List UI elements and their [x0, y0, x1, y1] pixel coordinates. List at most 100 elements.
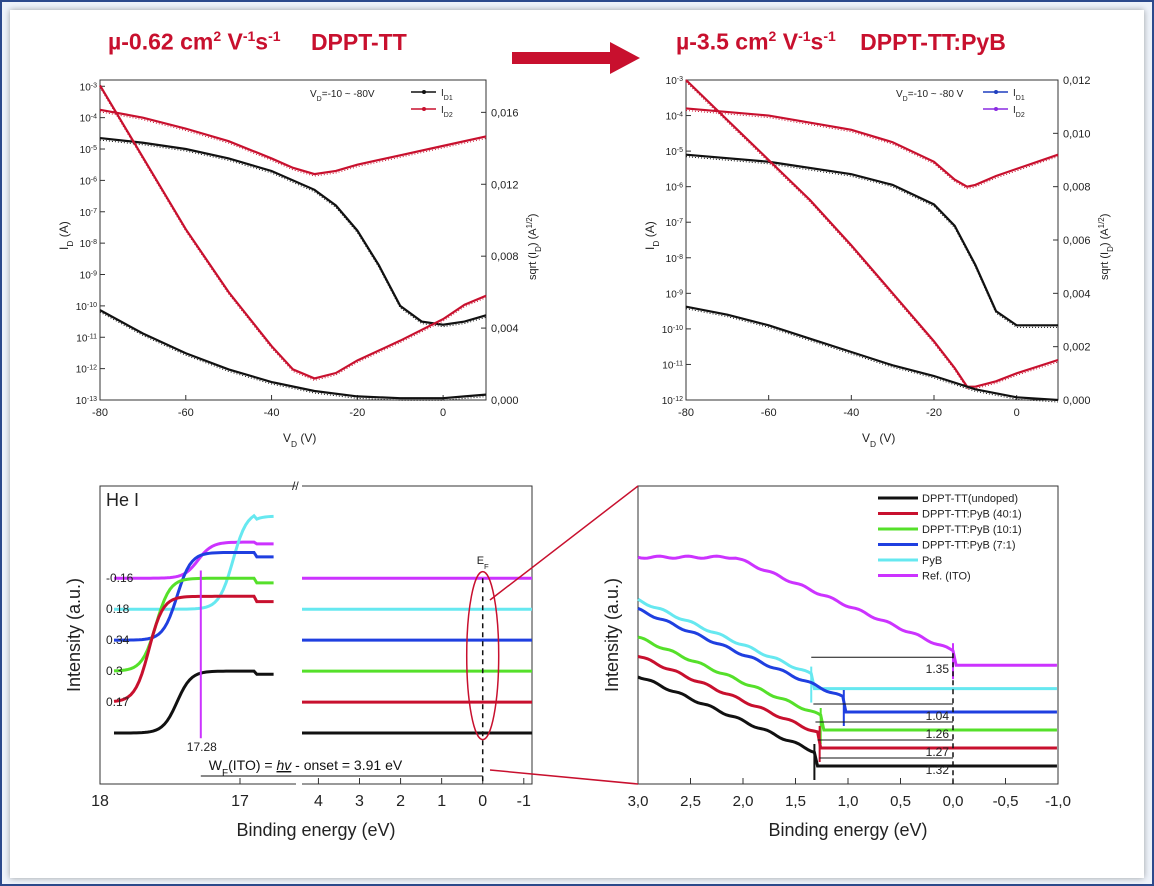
legend-label: ID1 — [1013, 88, 1025, 102]
series-line-hysteresis — [99, 311, 487, 401]
y-axis-label: Intensity (a.u.) — [602, 578, 622, 692]
y-tick-label: 10-3 — [666, 76, 683, 88]
y-tick-label: 10-9 — [666, 289, 683, 301]
left-material-label: DPPT-TT — [310, 28, 407, 55]
x-tick-label: 3,0 — [628, 793, 649, 810]
fermi-label: EF — [477, 555, 489, 571]
x-tick-label: -0,5 — [993, 793, 1019, 810]
legend-label: Ref. (ITO) — [922, 571, 971, 583]
ups-zoom-plot: 3,0 2,5 2,0 1,5 1,0 0,5 0,0 -0,5 -1,0 1.35 1.04 1.2… — [602, 485, 1071, 840]
onset-value: 1.35 — [926, 662, 950, 676]
cutoff-curve — [113, 550, 274, 642]
x-axis-label: VD (V) — [862, 431, 895, 449]
y-tick-label: 10-12 — [662, 396, 683, 408]
series-line — [685, 107, 1059, 188]
y2-tick-label: 0,000 — [491, 395, 519, 407]
legend-label: DPPT-TT(undoped) — [922, 493, 1018, 505]
offset-label: -0.16 — [106, 571, 134, 585]
valence-curve — [637, 655, 1057, 750]
y-tick-label: 10-9 — [80, 270, 97, 282]
y-tick-label: 10-7 — [666, 218, 683, 230]
y-tick-label: 10-10 — [76, 301, 97, 313]
axis-break-mark-top: // — [292, 479, 299, 493]
plot-area — [637, 485, 1059, 785]
series-line — [685, 305, 1059, 402]
series-line-hysteresis — [99, 139, 487, 328]
y-tick-label: 10-5 — [80, 145, 97, 157]
offset-label: 0.3 — [106, 664, 123, 678]
transfer-plot-top-right: -80 -60 -40 -20 0 10-3 10-4 10-5 10-6 10-7 10-8 10-… — [643, 75, 1115, 449]
legend-marker — [422, 90, 426, 94]
y-tick-label: 10-6 — [666, 182, 683, 194]
transfer-plot-top-left: -80 -60 -40 -20 0 10-3 10-4 10-5 10-6 10-7 10-8 10-… — [57, 79, 543, 449]
series-line-hysteresis — [99, 111, 487, 177]
y-tick-label: 10-13 — [76, 396, 97, 408]
offset-label: 0.34 — [106, 633, 130, 647]
y-tick-label: 10-4 — [666, 111, 683, 123]
y2-tick-label: 0,004 — [491, 323, 519, 335]
y-tick-label: 10-3 — [80, 82, 97, 94]
y2-tick-label: 0,008 — [1063, 182, 1091, 194]
y-tick-label: 10-10 — [662, 324, 683, 336]
y-tick-label: 10-8 — [80, 239, 97, 251]
y2-tick-label: 0,016 — [491, 107, 519, 119]
valence-curve — [637, 554, 1057, 667]
series-line-hysteresis — [685, 308, 1059, 403]
cutoff-curve — [113, 540, 274, 580]
plot-area — [685, 79, 1059, 401]
transition-arrow — [512, 42, 640, 74]
left-mobility-title: µ-0.62 cm2 V-1s-1 DPPT-TT — [108, 28, 407, 55]
legend-label: DPPT-TT:PyB (10:1) — [922, 524, 1022, 536]
y-axis-label: ID (A) — [57, 221, 75, 250]
series-line — [99, 136, 487, 326]
axis-break — [296, 482, 302, 788]
legend-marker — [994, 107, 998, 111]
x-tick-label: -20 — [926, 407, 942, 419]
x-tick-label: 1 — [437, 793, 446, 810]
x-tick-label: 17 — [231, 793, 249, 810]
y-tick-label: 10-11 — [76, 333, 97, 345]
x-tick-label: -80 — [92, 407, 108, 419]
valence-curve — [637, 597, 1057, 691]
y2-tick-label: 0,008 — [491, 251, 519, 263]
cutoff-curve — [113, 669, 274, 735]
work-function-equation: WF(ITO) = hv - onset = 3.91 eV — [209, 757, 403, 779]
y-tick-label: 10-11 — [662, 360, 683, 372]
onset-value: 17.28 — [187, 740, 217, 754]
x-tick-label: 18 — [91, 793, 109, 810]
series-line — [99, 309, 487, 400]
y-tick-label: 10-6 — [80, 176, 97, 188]
legend-label: DPPT-TT:PyB (40:1) — [922, 509, 1022, 521]
right-mobility-title: µ-3.5 cm2 V-1s-1 DPPT-TT:PyB — [676, 28, 1006, 55]
legend-marker — [422, 107, 426, 111]
x-axis-label: Binding energy (eV) — [236, 820, 395, 840]
bias-annotation: VD=-10 ~ -80 V — [896, 89, 964, 103]
series-line — [99, 108, 487, 176]
y2-tick-label: 0,012 — [491, 179, 519, 191]
x-tick-label: 4 — [314, 793, 323, 810]
x-tick-label: -20 — [349, 407, 365, 419]
x-tick-label: -80 — [678, 407, 694, 419]
y-axis-label: ID (A) — [643, 221, 661, 250]
x-tick-label: 1,0 — [838, 793, 859, 810]
zoom-connector-top — [489, 485, 639, 601]
valence-curve — [637, 675, 1057, 768]
y2-tick-label: 0,002 — [1063, 342, 1091, 354]
x-tick-label: 0 — [440, 407, 446, 419]
x-tick-label: 0,5 — [890, 793, 911, 810]
zoom-connector-bottom — [489, 769, 639, 785]
y-tick-label: 10-8 — [666, 253, 683, 265]
valence-curve — [637, 606, 1057, 714]
cutoff-curve — [114, 513, 274, 611]
x-axis-label: VD (V) — [283, 431, 316, 449]
y2-axis-label: sqrt (ID) (A1/2) — [525, 214, 543, 280]
y-tick-label: 10-7 — [80, 207, 97, 219]
arrow-shape — [512, 42, 640, 74]
x-tick-label: 2 — [396, 793, 405, 810]
x-axis-label: Binding energy (eV) — [768, 820, 927, 840]
series-line — [685, 79, 1059, 388]
series-line-hysteresis — [685, 81, 1059, 390]
onset-value: 1.04 — [926, 709, 950, 723]
right-material-label: DPPT-TT:PyB — [860, 28, 1006, 55]
